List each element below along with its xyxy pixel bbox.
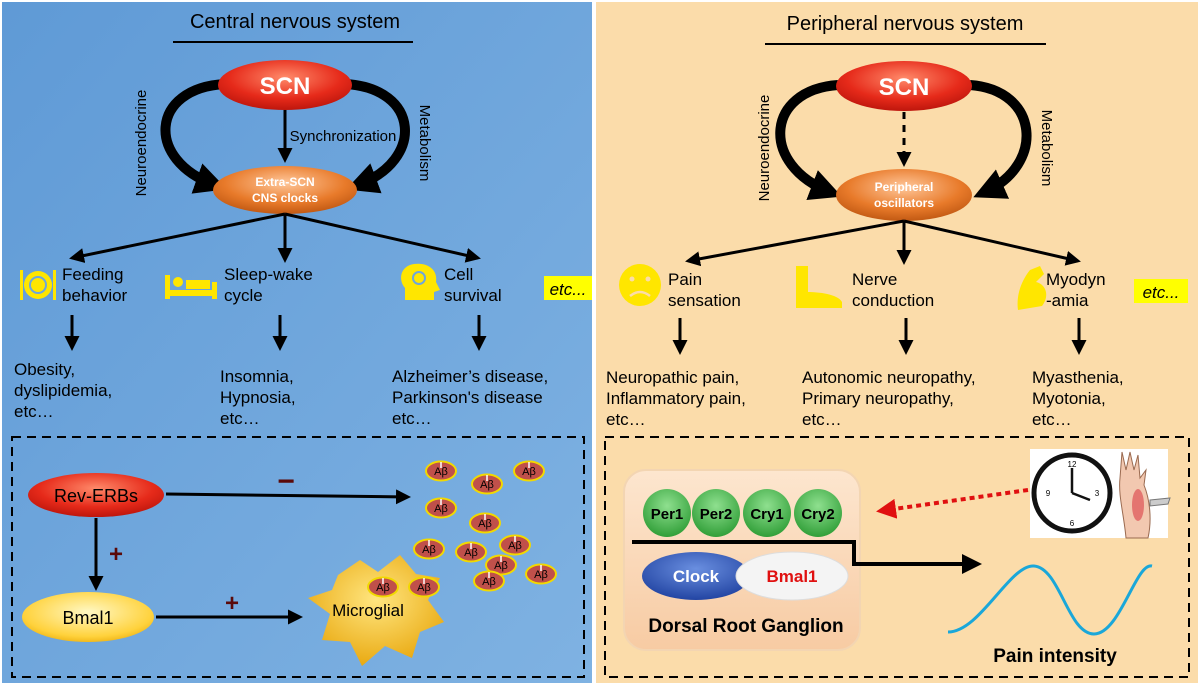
pns-branch-1-outcome-line2: Inflammatory pain,	[606, 389, 746, 408]
abeta-plaque: Aβ	[500, 536, 530, 555]
cns-scn-label: SCN	[260, 73, 311, 100]
abeta-plaque: Aβ	[409, 578, 439, 597]
gene-per1: Per1	[643, 489, 691, 537]
svg-text:6: 6	[1070, 519, 1075, 528]
svg-text:Aβ: Aβ	[480, 479, 494, 491]
pns-metabolism-label: Metabolism	[1038, 110, 1055, 187]
abeta-plaque: Aβ	[526, 565, 556, 584]
activate-sign-2: +	[225, 590, 239, 617]
wall-clock-icon: 12 9 3 6	[1034, 455, 1110, 531]
abeta-plaque: Aβ	[456, 543, 486, 562]
cns-branch-3-outcome-line3: etc…	[392, 409, 432, 428]
abeta-plaque: Aβ	[426, 499, 456, 518]
svg-text:Aβ: Aβ	[376, 582, 390, 594]
svg-text:Aβ: Aβ	[417, 582, 431, 594]
abeta-plaque: Aβ	[474, 572, 504, 591]
bmal1-pns-label: Bmal1	[766, 567, 817, 586]
pns-branch-2-outcome-line1: Autonomic neuropathy,	[802, 368, 976, 387]
pns-branch-2-label-line1: Nerve	[852, 270, 897, 289]
sad-face-icon	[619, 264, 661, 306]
pns-branch-3-outcome-line2: Myotonia,	[1032, 389, 1106, 408]
abeta-plaque: Aβ	[514, 462, 544, 481]
pns-oscillator-node	[836, 169, 972, 221]
cns-oscillator-line1: Extra-SCN	[255, 175, 314, 189]
svg-text:Cry1: Cry1	[750, 506, 783, 523]
pns-branch-3-label-line1: Myodyn	[1046, 270, 1106, 289]
activate-sign-1: +	[109, 541, 123, 568]
gene-per2: Per2	[692, 489, 740, 537]
pns-etc-label: etc...	[1143, 283, 1180, 302]
svg-text:Per1: Per1	[651, 506, 684, 523]
abeta-plaque: Aβ	[414, 540, 444, 559]
rev-erbs-label: Rev-ERBs	[54, 486, 138, 506]
clock-label: Clock	[673, 567, 720, 586]
pns-branch-2-label-line2: conduction	[852, 291, 934, 310]
pns-oscillator-line2: oscillators	[874, 196, 934, 210]
cns-branch-2-label-line1: Sleep-wake	[224, 265, 313, 284]
cns-oscillator-node	[213, 166, 357, 214]
bmal1-label: Bmal1	[62, 608, 113, 628]
svg-text:Aβ: Aβ	[494, 560, 508, 572]
pns-branch-3-label-line2: -amia	[1046, 291, 1089, 310]
pns-branch-1-label-line1: Pain	[668, 270, 702, 289]
svg-text:Cry2: Cry2	[801, 506, 834, 523]
svg-text:Aβ: Aβ	[508, 540, 522, 552]
svg-text:Per2: Per2	[700, 506, 733, 523]
pns-branch-2-outcome-line3: etc…	[802, 410, 842, 429]
cns-branch-3-outcome-line2: Parkinson's disease	[392, 388, 543, 407]
cns-branch-1-label-line2: behavior	[62, 286, 128, 305]
pns-neuroendocrine-label: Neuroendocrine	[756, 95, 773, 202]
pns-branch-3-outcome-line1: Myasthenia,	[1032, 368, 1124, 387]
cns-branch-3-outcome-line1: Alzheimer’s disease,	[392, 367, 548, 386]
svg-text:Aβ: Aβ	[434, 466, 448, 478]
abeta-plaque: Aβ	[472, 475, 502, 494]
cns-branch-1-label-line1: Feeding	[62, 265, 123, 284]
svg-text:Aβ: Aβ	[534, 569, 548, 581]
pns-branch-1-outcome-line3: etc…	[606, 410, 646, 429]
cns-title: Central nervous system	[190, 11, 400, 33]
svg-text:Aβ: Aβ	[482, 576, 496, 588]
abeta-plaque: Aβ	[470, 514, 500, 533]
gene-cry1: Cry1	[743, 489, 791, 537]
svg-text:Aβ: Aβ	[422, 544, 436, 556]
pns-branch-1-label-line2: sensation	[668, 291, 741, 310]
cns-branch-2-label-line2: cycle	[224, 286, 263, 305]
svg-text:12: 12	[1068, 460, 1077, 469]
svg-text:Aβ: Aβ	[434, 503, 448, 515]
cns-neuroendocrine-label: Neuroendocrine	[133, 90, 150, 197]
cns-etc-label: etc...	[550, 280, 587, 299]
pns-branch-1-outcome-line1: Neuropathic pain,	[606, 368, 739, 387]
cns-metabolism-label: Metabolism	[416, 105, 433, 182]
cns-branch-1-outcome-line1: Obesity,	[14, 360, 75, 379]
abeta-plaque: Aβ	[368, 578, 398, 597]
cns-branch-1-outcome-line2: dyslipidemia,	[14, 381, 112, 400]
drg-label: Dorsal Root Ganglion	[648, 616, 843, 637]
svg-text:3: 3	[1095, 489, 1100, 498]
cns-branch-2-outcome-line2: Hypnosia,	[220, 388, 296, 407]
cns-branch-2-outcome-line3: etc…	[220, 409, 260, 428]
pns-branch-3-outcome-line3: etc…	[1032, 410, 1072, 429]
cns-branch-3-label-line2: survival	[444, 286, 502, 305]
cns-branch-3-label-line1: Cell	[444, 265, 473, 284]
cns-branch-1-outcome-line3: etc…	[14, 402, 54, 421]
abeta-plaque: Aβ	[426, 462, 456, 481]
inhibit-sign: −	[277, 465, 295, 498]
pns-branch-2-outcome-line2: Primary neuropathy,	[802, 389, 954, 408]
cns-synchronization-label: Synchronization	[290, 128, 397, 145]
gene-cry2: Cry2	[794, 489, 842, 537]
svg-text:9: 9	[1046, 489, 1051, 498]
microglial-label: Microglial	[332, 601, 404, 620]
svg-text:Aβ: Aβ	[478, 518, 492, 530]
pns-scn-label: SCN	[879, 74, 930, 101]
cns-branch-2-outcome-line1: Insomnia,	[220, 367, 294, 386]
svg-text:Aβ: Aβ	[464, 547, 478, 559]
pain-intensity-label: Pain intensity	[993, 646, 1117, 667]
svg-text:Aβ: Aβ	[522, 466, 536, 478]
cns-oscillator-line2: CNS clocks	[252, 191, 318, 205]
pns-oscillator-line1: Peripheral	[875, 180, 934, 194]
pns-title: Peripheral nervous system	[787, 13, 1024, 35]
